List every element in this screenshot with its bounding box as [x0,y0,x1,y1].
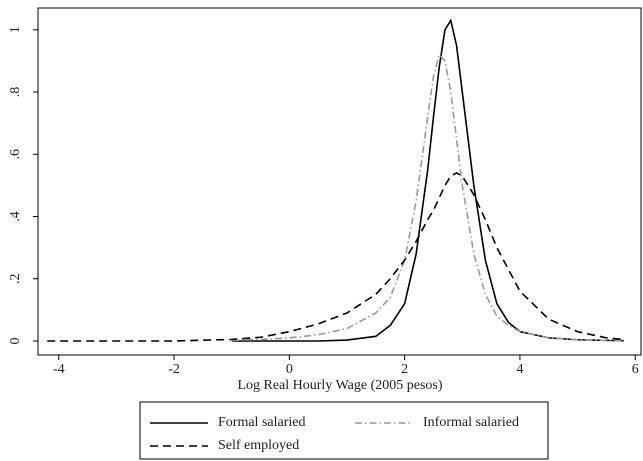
y-tick-label: .8 [8,87,23,98]
legend-label: Self employed [218,438,299,453]
x-tick-label: 4 [516,362,523,377]
series-line [231,53,624,342]
x-tick-label: 2 [401,362,408,377]
y-tick-label: 1 [8,26,23,33]
series-line [231,18,624,342]
legend-label: Informal salaried [423,415,519,430]
legend-label: Formal salaried [218,415,305,430]
x-axis-title: Log Real Hourly Wage (2005 pesos) [237,378,442,393]
y-tick-label: .4 [8,211,23,222]
y-tick-label: .6 [8,149,23,160]
x-tick-label: -2 [168,362,180,377]
legend-box [139,401,549,460]
series-line [47,172,624,342]
x-tick-label: -4 [53,362,65,377]
x-tick-label: 6 [632,362,639,377]
y-tick-label: 0 [8,337,23,344]
x-tick-label: 0 [286,362,293,377]
plot-frame [37,7,642,356]
y-tick-label: .2 [8,274,23,285]
